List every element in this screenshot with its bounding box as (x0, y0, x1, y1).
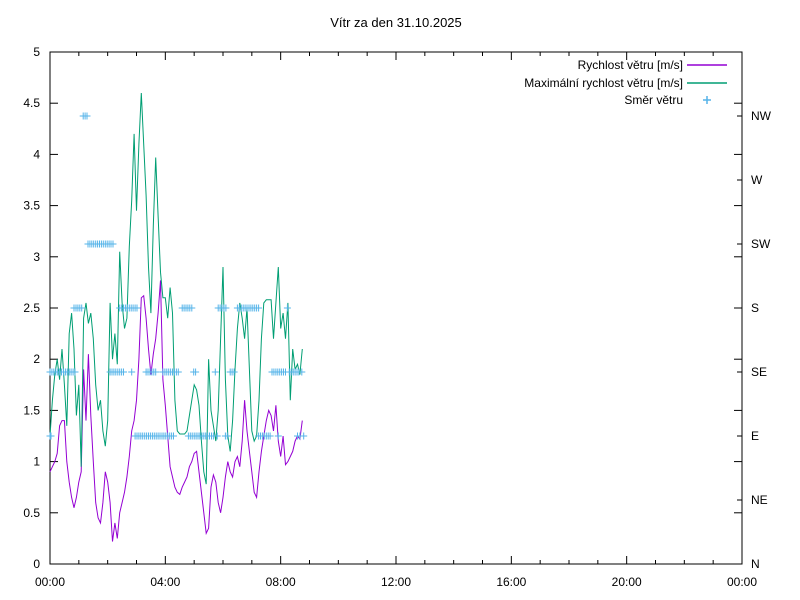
y-axis-tick-label: 4 (33, 147, 40, 161)
direction-tick-label: NE (751, 493, 768, 507)
direction-marker-row-SE (46, 368, 306, 376)
y-axis-tick-label: 3.5 (23, 199, 40, 213)
y-axis-tick-label: 3 (33, 250, 40, 264)
direction-tick-label: SW (751, 237, 771, 251)
direction-marker-row-E (46, 432, 308, 440)
y-axis-tick-label: 4.5 (23, 96, 40, 110)
y-axis-tick-label: 0.5 (23, 506, 40, 520)
x-axis-tick-label: 00:00 (35, 575, 65, 589)
legend-label-maximalni: Maximální rychlost větru [m/s] (524, 76, 683, 90)
x-axis-tick-label: 00:00 (727, 575, 757, 589)
chart-title: Vítr za den 31.10.2025 (330, 15, 462, 30)
x-axis-tick-label: 04:00 (150, 575, 180, 589)
x-axis-tick-label: 08:00 (266, 575, 296, 589)
y-axis-tick-label: 2 (33, 352, 40, 366)
y-axis-tick-label: 1 (33, 455, 40, 469)
x-axis-tick-label: 12:00 (381, 575, 411, 589)
direction-tick-label: W (751, 173, 763, 187)
direction-tick-label: N (751, 557, 760, 571)
legend-label-rychlost: Rychlost větru [m/s] (578, 58, 683, 72)
direction-marker-row-NW (79, 112, 91, 120)
x-axis-tick-label: 20:00 (612, 575, 642, 589)
series-line-maximalni-rychlost (49, 92, 303, 485)
x-axis-tick-label: 16:00 (496, 575, 526, 589)
y-axis-tick-label: 1.5 (23, 403, 40, 417)
direction-marker-row-SW (84, 240, 117, 248)
legend-sample-plus-icon (703, 96, 711, 104)
series-line-rychlost-vetru (49, 280, 303, 542)
direction-tick-label: S (751, 301, 759, 315)
plot-area: 0 0.5 1 1.5 2 2.5 3 3.5 4 4.5 5 N NE E SE S SW W NW 00:00 04… (23, 45, 771, 589)
direction-marker-row-S (70, 304, 291, 312)
direction-tick-label: E (751, 429, 759, 443)
legend-label-smer: Směr větru (624, 93, 683, 107)
direction-tick-label: NW (751, 109, 772, 123)
y-axis-tick-label: 5 (33, 45, 40, 59)
direction-tick-label: SE (751, 365, 767, 379)
y-axis-tick-label: 0 (33, 557, 40, 571)
axis-frame (49, 51, 743, 565)
y-axis-tick-label: 2.5 (23, 301, 40, 315)
legend: Rychlost větru [m/s] Maximální rychlost … (524, 58, 727, 107)
